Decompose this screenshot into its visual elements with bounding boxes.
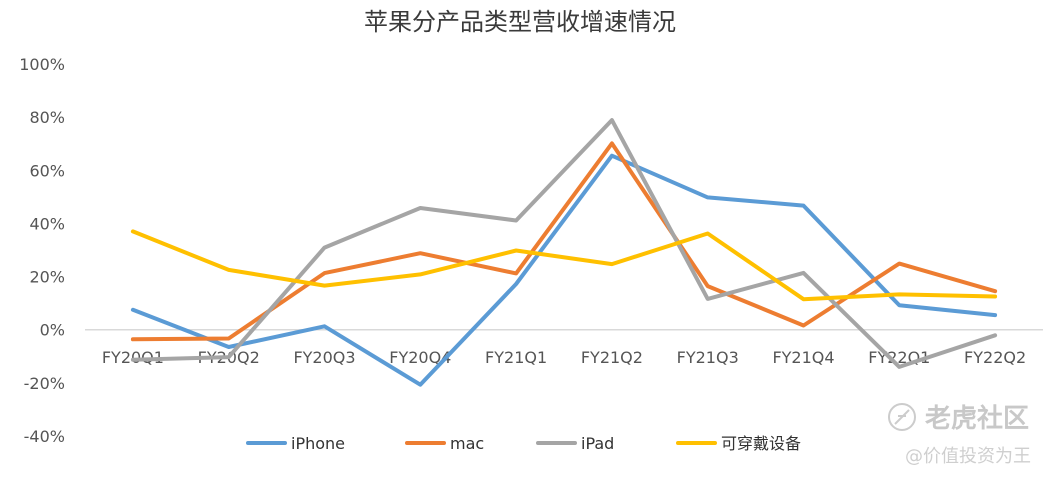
y-tick-label: 40%: [29, 214, 65, 233]
y-tick-label: 100%: [19, 55, 65, 74]
watermark-subtitle: @价值投资为王: [905, 446, 1031, 467]
x-tick-label: FY21Q1: [485, 348, 547, 367]
y-axis: 100% 80% 60% 40% 20% 0% -20% -40%: [19, 55, 65, 446]
legend-label: mac: [450, 434, 484, 453]
y-tick-label: 0%: [40, 321, 65, 340]
y-tick-label: -40%: [24, 427, 65, 446]
tiger-logo-icon: [888, 403, 916, 431]
watermark: 老虎社区 @价值投资为王: [888, 403, 1031, 467]
series-lines: [130, 118, 998, 387]
watermark-title: 老虎社区: [925, 403, 1029, 434]
y-tick-label: 60%: [29, 161, 65, 180]
x-tick-label: FY21Q3: [677, 348, 739, 367]
x-tick-label: FY20Q1: [102, 348, 164, 367]
x-tick-label: FY21Q4: [772, 348, 834, 367]
legend: iPhone mac iPad 可穿戴设备: [246, 434, 801, 453]
chart-title: 苹果分产品类型营收增速情况: [364, 8, 676, 36]
x-tick-label: FY22Q2: [964, 348, 1026, 367]
legend-label: 可穿戴设备: [721, 434, 801, 453]
series-line: [130, 118, 998, 369]
x-axis: FY20Q1 FY20Q2 FY20Q3 FY20Q4 FY21Q1 FY21Q2 FY21…: [85, 328, 1043, 367]
legend-label: iPhone: [291, 434, 345, 453]
series-line: [130, 141, 998, 342]
y-tick-label: 80%: [29, 108, 65, 127]
x-tick-label: FY20Q4: [389, 348, 451, 367]
y-tick-label: -20%: [24, 374, 65, 393]
x-tick-label: FY20Q3: [293, 348, 355, 367]
x-tick-label: FY21Q2: [581, 348, 643, 367]
y-tick-label: 20%: [29, 268, 65, 287]
series-line: [130, 229, 998, 302]
legend-label: iPad: [581, 434, 614, 453]
series-line: [130, 153, 998, 387]
